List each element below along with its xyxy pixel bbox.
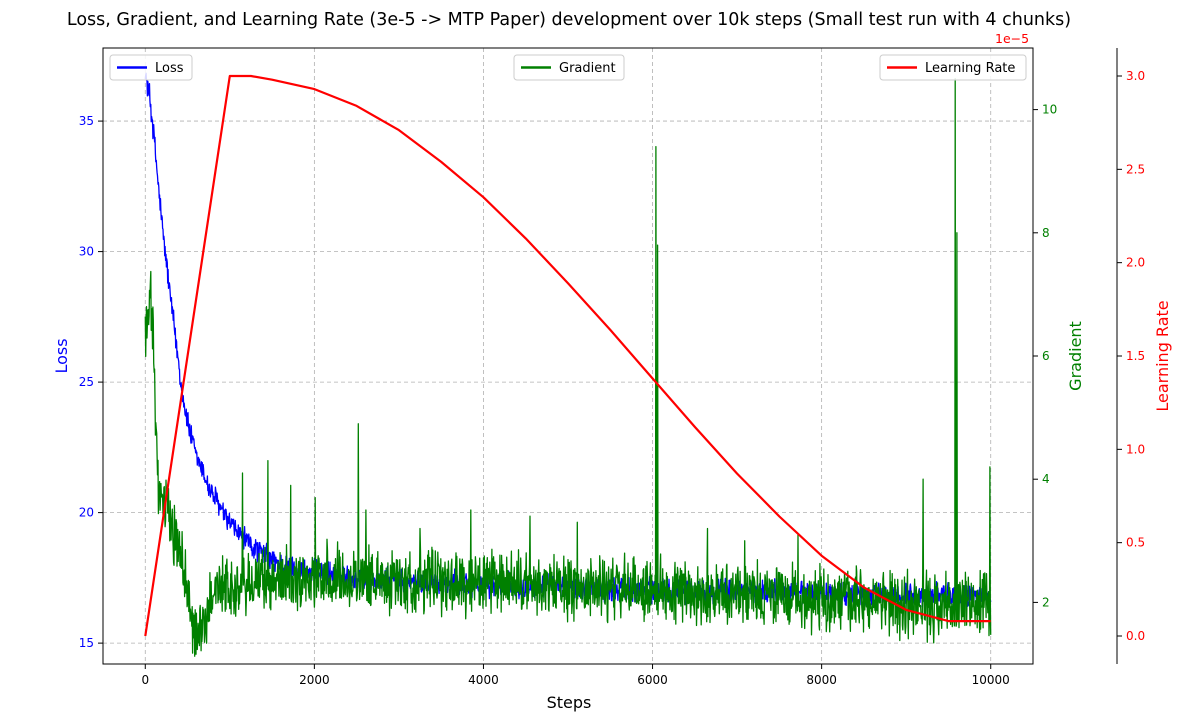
legend-box — [513, 54, 625, 81]
lr-tick-label: 1.5 — [1126, 349, 1145, 363]
series-line-learning-rate — [144, 74, 991, 637]
lr-axis-label: Learning Rate — [1153, 300, 1172, 411]
gradient-tick-label: 8 — [1042, 226, 1050, 240]
series-layer — [144, 72, 992, 657]
gradient-offset-text: 1e−5 — [995, 31, 1029, 46]
x-axis-label: Steps — [547, 693, 592, 712]
loss-tick-label: 15 — [79, 636, 94, 650]
loss-tick-label: 20 — [79, 506, 94, 520]
series-line-gradient — [144, 78, 992, 657]
gradient-tick-label: 6 — [1042, 349, 1050, 363]
loss-tick-label: 30 — [79, 245, 94, 259]
x-tick-label: 10000 — [972, 673, 1010, 687]
legend-label: Learning Rate — [925, 61, 1015, 76]
lr-tick-label: 3.0 — [1126, 69, 1145, 83]
legend-label: Loss — [155, 61, 184, 76]
lr-tick-label: 0.5 — [1126, 536, 1145, 550]
lr-tick-label: 0.0 — [1126, 629, 1145, 643]
chart-title: Loss, Gradient, and Learning Rate (3e-5 … — [67, 10, 1071, 30]
legend-box — [109, 54, 193, 81]
legend-layer: Loss Gradient Learning Rate — [109, 54, 1027, 81]
loss-tick-label: 25 — [79, 375, 94, 389]
x-tick-label: 0 — [141, 673, 149, 687]
x-tick-label: 6000 — [637, 673, 668, 687]
legend-label: Gradient — [559, 61, 616, 76]
axes-layer: 0 2000 4000 6000 8000 10000 15 20 25 30 35 2 4 6 8 10 0.… — [79, 47, 1145, 687]
legend-box — [879, 54, 1027, 81]
x-tick-label: 4000 — [468, 673, 499, 687]
lr-tick-label: 2.5 — [1126, 162, 1145, 176]
series-line-loss — [144, 72, 992, 610]
gradient-axis-label: Gradient — [1066, 321, 1085, 391]
gradient-tick-label: 10 — [1042, 103, 1057, 117]
lr-tick-label: 1.0 — [1126, 442, 1145, 456]
x-tick-label: 8000 — [806, 673, 837, 687]
loss-axis-label: Loss — [52, 338, 71, 373]
lr-tick-label: 2.0 — [1126, 256, 1145, 270]
gradient-tick-label: 4 — [1042, 472, 1050, 486]
x-tick-label: 2000 — [299, 673, 330, 687]
gradient-tick-label: 2 — [1042, 595, 1050, 609]
loss-tick-label: 35 — [79, 114, 94, 128]
